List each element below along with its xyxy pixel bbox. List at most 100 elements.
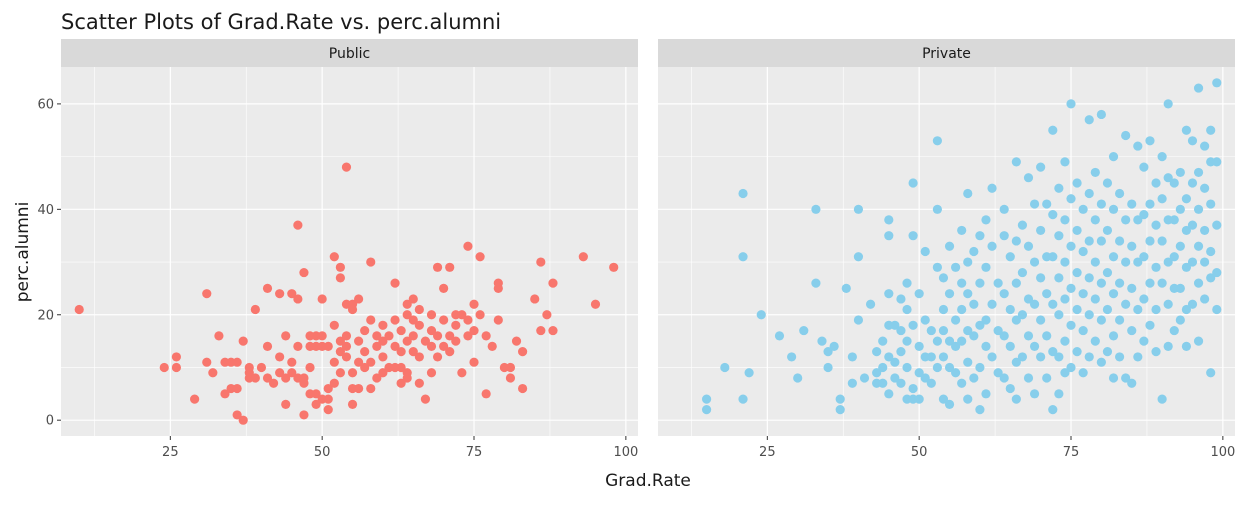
data-point — [963, 289, 973, 299]
data-point — [944, 399, 955, 409]
data-point — [1090, 257, 1100, 267]
data-point — [1121, 257, 1131, 267]
data-point — [1078, 289, 1088, 299]
data-point — [548, 278, 558, 288]
data-point — [317, 331, 327, 341]
data-point — [1151, 304, 1161, 315]
data-point — [1060, 157, 1070, 167]
data-point — [1206, 368, 1216, 378]
data-point — [1193, 278, 1204, 288]
data-point — [951, 341, 961, 351]
data-point — [232, 383, 242, 394]
data-point — [354, 294, 364, 304]
data-point — [1017, 220, 1028, 230]
data-point — [439, 341, 449, 351]
data-point — [981, 215, 991, 225]
data-point — [981, 262, 991, 272]
data-point — [938, 273, 949, 283]
x-tick-label: 25 — [759, 445, 776, 460]
data-point — [1115, 188, 1125, 199]
data-point — [475, 252, 485, 262]
data-point — [287, 289, 297, 299]
data-point — [232, 410, 242, 420]
data-point — [896, 294, 906, 304]
data-point — [865, 299, 876, 309]
data-point — [1048, 252, 1058, 262]
data-point — [323, 383, 333, 394]
data-point — [396, 347, 406, 357]
data-point — [1042, 373, 1052, 383]
data-point — [1023, 331, 1034, 341]
data-point — [1084, 310, 1094, 320]
data-point — [536, 257, 546, 267]
data-point — [902, 278, 912, 288]
x-tick-labels-private: 25 50 75 100 — [759, 436, 1235, 460]
data-point — [1127, 283, 1137, 293]
data-point — [354, 336, 364, 346]
data-point — [1072, 225, 1082, 236]
data-point — [481, 331, 491, 341]
data-point — [1078, 204, 1088, 214]
x-tick-label: 100 — [613, 445, 638, 460]
data-point — [1017, 267, 1028, 278]
gridlines-public — [61, 67, 638, 436]
data-point — [938, 352, 949, 362]
data-point — [1206, 199, 1216, 209]
data-point — [347, 399, 358, 409]
data-point — [390, 278, 400, 288]
data-point — [1187, 299, 1198, 309]
points-private — [701, 78, 1222, 415]
data-point — [335, 336, 345, 346]
data-point — [202, 289, 212, 299]
data-point — [1054, 183, 1064, 193]
data-point — [341, 331, 352, 341]
data-point — [1078, 368, 1088, 378]
data-point — [1127, 378, 1137, 388]
data-point — [487, 341, 497, 351]
data-point — [1036, 352, 1046, 362]
data-point — [408, 315, 418, 325]
data-point — [920, 315, 930, 325]
data-point — [360, 362, 370, 373]
data-point — [493, 283, 503, 293]
data-point — [1011, 315, 1021, 325]
data-point — [469, 357, 479, 367]
data-point — [281, 373, 291, 383]
data-point — [1048, 125, 1058, 135]
data-point — [787, 352, 797, 362]
data-point — [329, 320, 339, 330]
data-point — [701, 394, 712, 404]
data-point — [1115, 236, 1125, 246]
data-point — [908, 320, 918, 330]
data-point — [1048, 405, 1058, 415]
data-point — [1212, 78, 1222, 88]
data-point — [847, 352, 857, 362]
data-point — [987, 183, 997, 193]
data-point — [944, 289, 955, 299]
data-point — [993, 278, 1003, 288]
data-point — [1054, 310, 1064, 320]
data-point — [902, 336, 912, 346]
data-point — [744, 368, 754, 378]
data-point — [390, 341, 400, 351]
data-point — [323, 341, 333, 351]
data-point — [1048, 210, 1058, 220]
data-point — [1036, 273, 1046, 283]
data-point — [1193, 83, 1204, 93]
data-point — [1029, 199, 1040, 209]
data-point — [908, 383, 918, 394]
data-point — [720, 362, 730, 373]
data-point — [1023, 241, 1034, 251]
data-point — [1157, 394, 1167, 404]
data-point — [305, 362, 315, 373]
data-point — [341, 341, 352, 351]
data-point — [493, 315, 503, 325]
data-point — [347, 304, 358, 315]
data-point — [1102, 304, 1113, 315]
data-point — [835, 394, 845, 404]
x-tick-label: 50 — [911, 445, 928, 460]
data-point — [238, 336, 248, 346]
data-point — [1066, 194, 1076, 204]
data-point — [738, 394, 748, 404]
y-tick-labels: 0 20 40 60 — [37, 97, 61, 429]
